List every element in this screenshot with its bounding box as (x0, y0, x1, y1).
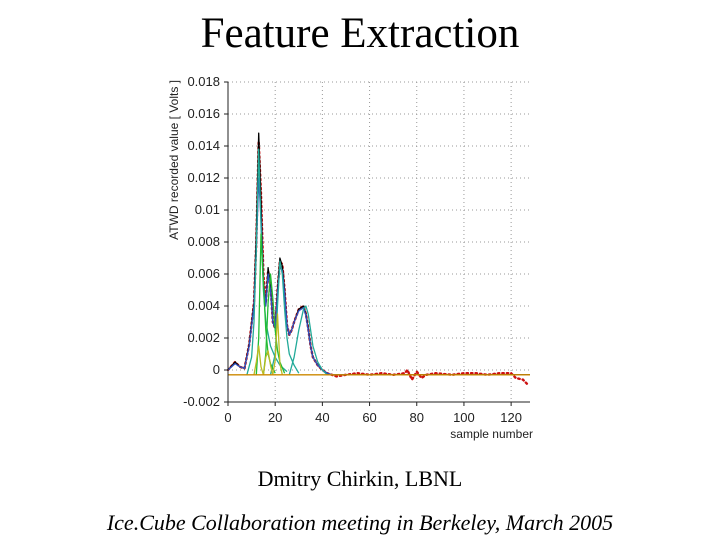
series-line-10 (272, 313, 283, 375)
series-line-5 (288, 305, 328, 376)
y-tick-label: 0.018 (187, 74, 220, 89)
x-tick-label: 80 (410, 410, 424, 425)
y-tick-label: 0.012 (187, 170, 220, 185)
y-tick-label: -0.002 (183, 394, 220, 409)
y-tick-label: 0.01 (195, 202, 220, 217)
author-line: Dmitry Chirkin, LBNL (257, 466, 463, 491)
y-tick-label: 0.002 (187, 330, 220, 345)
y-tick-label: 0.008 (187, 234, 220, 249)
series-line-2 (227, 177, 346, 376)
footer-text: Ice.Cube Collaboration meeting in Berkel… (106, 510, 614, 535)
line-chart: -0.002 0 0.002 0.004 0.006 0.008 0.01 0.012 0.01… (167, 74, 533, 441)
y-tick-label: 0.004 (187, 298, 220, 313)
slide-title: Feature Extraction (200, 10, 520, 57)
x-tick-label: 120 (500, 410, 522, 425)
tick-labels: -0.002 0 0.002 0.004 0.006 0.008 0.01 0.012 0.01… (183, 74, 522, 425)
axes (224, 81, 530, 406)
series-line-6 (255, 233, 276, 375)
series-line-1 (227, 132, 530, 376)
series-line-8 (253, 345, 265, 375)
x-tick-label: 40 (315, 410, 329, 425)
x-tick-label: 0 (224, 410, 231, 425)
x-tick-label: 100 (453, 410, 475, 425)
y-tick-label: 0 (213, 362, 220, 377)
x-tick-label: 60 (362, 410, 376, 425)
x-tick-label: 20 (268, 410, 282, 425)
series-layer (226, 132, 530, 386)
y-tick-label: 0.016 (187, 106, 220, 121)
series-line-9 (262, 350, 274, 375)
y-tick-label: 0.014 (187, 138, 220, 153)
x-axis-label: sample number (450, 427, 533, 441)
y-axis-label: ATWD recorded value [ Volts ] (167, 80, 181, 240)
y-tick-label: 0.006 (187, 266, 220, 281)
